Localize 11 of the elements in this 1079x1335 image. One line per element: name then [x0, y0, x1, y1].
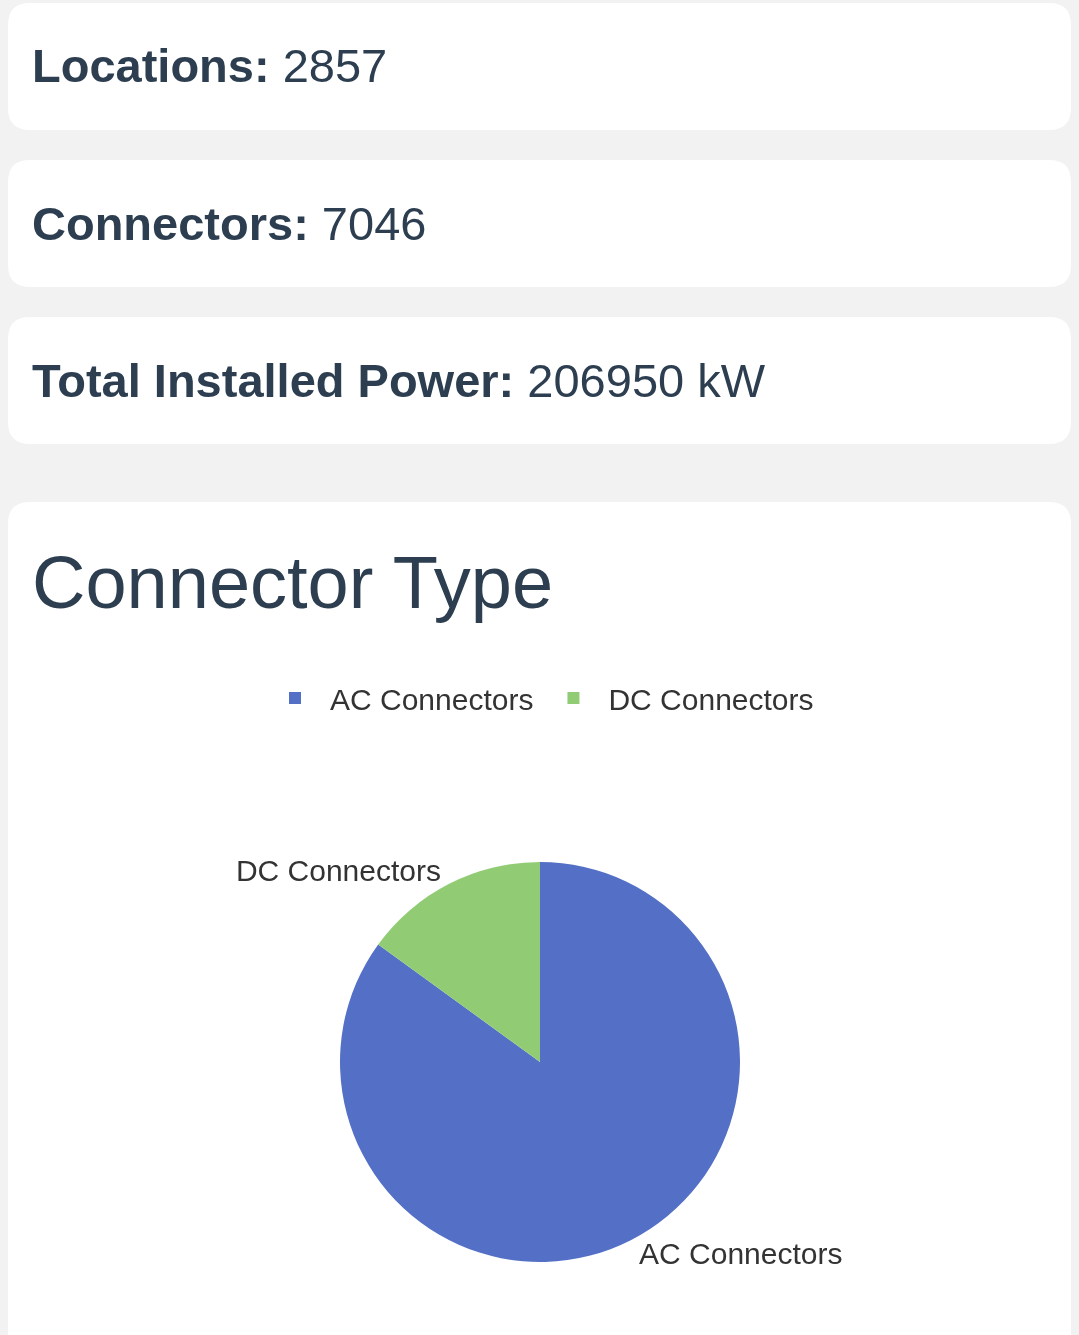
- slice-label: AC Connectors: [639, 1236, 843, 1270]
- legend-label: DC Connectors: [608, 682, 814, 716]
- text: 206950 kW: [527, 354, 766, 407]
- slice-label: DC Connectors: [235, 854, 441, 888]
- text: Total Installed Power:: [32, 354, 515, 407]
- text: Locations:: [32, 39, 270, 92]
- chart-title: Connector Type: [32, 541, 554, 624]
- text: Connectors:: [32, 197, 309, 250]
- text: 7046: [321, 197, 427, 250]
- text: 2857: [282, 39, 388, 92]
- legend-label: AC Connectors: [330, 682, 534, 716]
